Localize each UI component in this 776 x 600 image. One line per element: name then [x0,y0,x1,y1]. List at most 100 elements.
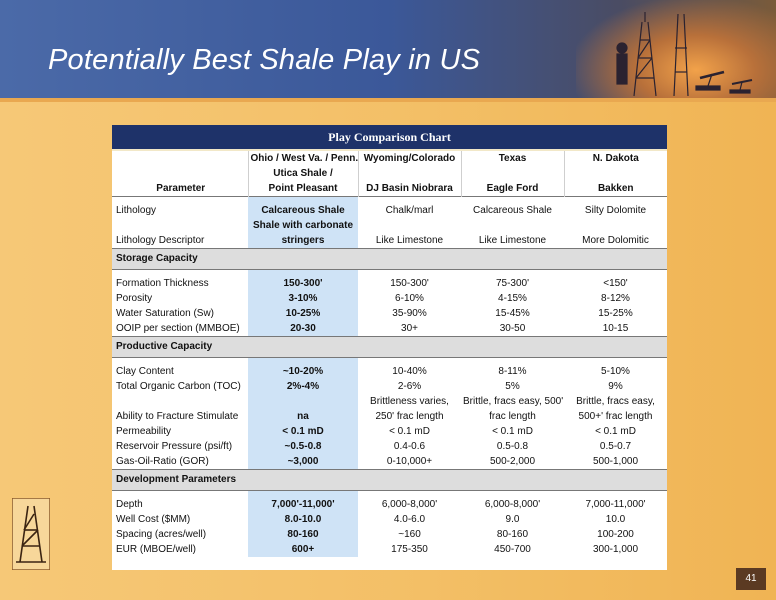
table-row: OOIP per section (MMBOE) 20-30 30+ 30-50… [112,321,667,337]
table-row: Depth 7,000'-11,000' 6,000-8,000' 6,000-… [112,497,667,512]
section-title: Productive Capacity [112,336,667,358]
bakken-cell: 500+' frac length [578,411,653,422]
eagle-ford-cell: 6,000-8,000' [484,499,541,510]
utica-cell: 600+ [248,542,358,557]
header-cell: Wyoming/Colorado [357,151,461,166]
niobrara-cell: 250' frac length [375,411,444,422]
section-title: Storage Capacity [112,248,667,270]
table-row: Spacing (acres/well) 80-160 ~160 80-160 … [112,527,667,542]
parameter-cell: Permeability [116,426,172,437]
niobrara-cell: 175-350 [391,544,428,555]
eagle-ford-cell: 75-300' [495,278,530,289]
bakken-cell: Silty Dolomite [584,205,647,216]
table-row: Permeability < 0.1 mD < 0.1 mD < 0.1 mD … [112,424,667,439]
section-header-storage: Storage Capacity [112,248,667,270]
header-cell: Bakken [563,181,667,197]
parameter-cell [112,218,248,233]
table-row: Water Saturation (Sw) 10-25% 35-90% 15-4… [112,306,667,321]
bakken-cell: 300-1,000 [592,544,639,555]
parameter-cell: Porosity [116,293,153,304]
niobrara-cell: 35-90% [392,308,427,319]
section-header-productive: Productive Capacity [112,336,667,358]
eagle-ford-cell: 80-160 [496,529,529,540]
utica-cell: ~3,000 [248,454,358,470]
parameter-cell: OOIP per section (MMBOE) [116,323,240,334]
eagle-ford-cell [461,218,564,233]
derrick-logo-icon [12,498,50,570]
utica-cell: 80-160 [248,527,358,542]
bakken-cell: 15-25% [598,308,633,319]
header-row-3: Parameter Point Pleasant DJ Basin Niobra… [112,181,667,197]
parameter-cell: Formation Thickness [116,278,209,289]
header-cell [112,166,248,181]
header-cell: Texas [460,151,564,166]
table-row: Reservoir Pressure (psi/ft) ~0.5-0.8 0.4… [112,439,667,454]
eagle-ford-cell: Brittle, fracs easy, 500' [463,396,564,407]
bakken-cell: 10-15 [602,323,629,334]
header-cell: Utica Shale / [247,166,358,181]
utica-cell [248,394,358,409]
utica-cell: < 0.1 mD [248,424,358,439]
header-cell: DJ Basin Niobrara [357,181,461,197]
parameter-cell: Total Organic Carbon (TOC) [116,381,241,392]
table-row: Total Organic Carbon (TOC) 2%-4% 2-6% 5%… [112,379,667,394]
slide-title: Potentially Best Shale Play in US [48,44,481,76]
table-body: Ohio / West Va. / Penn. Wyoming/Colorado… [112,151,667,557]
bakken-cell: 500-1,000 [592,456,639,467]
niobrara-cell: ~160 [398,529,421,540]
niobrara-cell: 4.0-6.0 [393,514,426,525]
table-row: Lithology Calcareous Shale Chalk/marl Ca… [112,203,667,218]
eagle-ford-cell: 500-2,000 [489,456,536,467]
header-row-2: Utica Shale / [112,166,667,181]
utica-cell: 2%-4% [248,379,358,394]
bakken-cell: 0.5-0.7 [599,441,632,452]
utica-cell: 7,000'-11,000' [248,497,358,512]
bakken-cell: Brittle, fracs easy, [576,396,655,407]
utica-cell: stringers [248,233,358,249]
section-title: Development Parameters [112,469,667,491]
header-cell [357,166,461,181]
parameter-cell: Clay Content [116,366,174,377]
utica-cell: ~10-20% [248,364,358,379]
table-title: Play Comparison Chart [112,125,667,151]
parameter-cell: Depth [116,499,143,510]
niobrara-cell: 10-40% [392,366,427,377]
header-cell: N. Dakota [563,151,667,166]
table-row: Well Cost ($MM) 8.0-10.0 4.0-6.0 9.0 10.… [112,512,667,527]
niobrara-cell: 150-300' [390,278,429,289]
bakken-cell [564,218,667,233]
utica-cell: 20-30 [248,321,358,337]
header-row-1: Ohio / West Va. / Penn. Wyoming/Colorado… [112,151,667,166]
table-row: Clay Content ~10-20% 10-40% 8-11% 5-10% [112,364,667,379]
niobrara-cell: 0.4-0.6 [393,441,426,452]
niobrara-cell: 30+ [401,323,418,334]
table-row: Gas-Oil-Ratio (GOR) ~3,000 0-10,000+ 500… [112,454,667,470]
utica-cell: ~0.5-0.8 [248,439,358,454]
header-cell: Parameter [156,183,206,194]
oil-rig-silhouette-icon [616,12,753,97]
page-number: 41 [736,568,766,590]
bakken-cell: 9% [608,381,623,392]
bakken-cell: 5-10% [601,366,630,377]
bakken-cell: <150' [603,278,628,289]
eagle-ford-cell: < 0.1 mD [492,426,533,437]
header-cell: Eagle Ford [460,181,564,197]
parameter-cell: Ability to Fracture Stimulate [116,411,239,422]
niobrara-cell: 6,000-8,000' [381,499,438,510]
header-cell: Ohio / West Va. / Penn. [247,151,358,166]
niobrara-cell: Like Limestone [375,235,444,246]
niobrara-cell [358,218,461,233]
table-row: Brittleness varies, Brittle, fracs easy,… [112,394,667,409]
header-cell [460,166,564,181]
parameter-cell: Spacing (acres/well) [116,529,207,540]
header-cell [563,166,667,181]
play-comparison-table: Play Comparison Chart Ohio / West Va. / … [112,125,667,570]
bakken-cell: 10.0 [605,514,626,525]
eagle-ford-cell: 8-11% [498,366,527,377]
niobrara-cell: 6-10% [395,293,424,304]
bakken-cell: < 0.1 mD [595,426,636,437]
utica-cell: 8.0-10.0 [248,512,358,527]
bakken-cell: 7,000-11,000' [585,499,646,510]
eagle-ford-cell: 15-45% [495,308,530,319]
